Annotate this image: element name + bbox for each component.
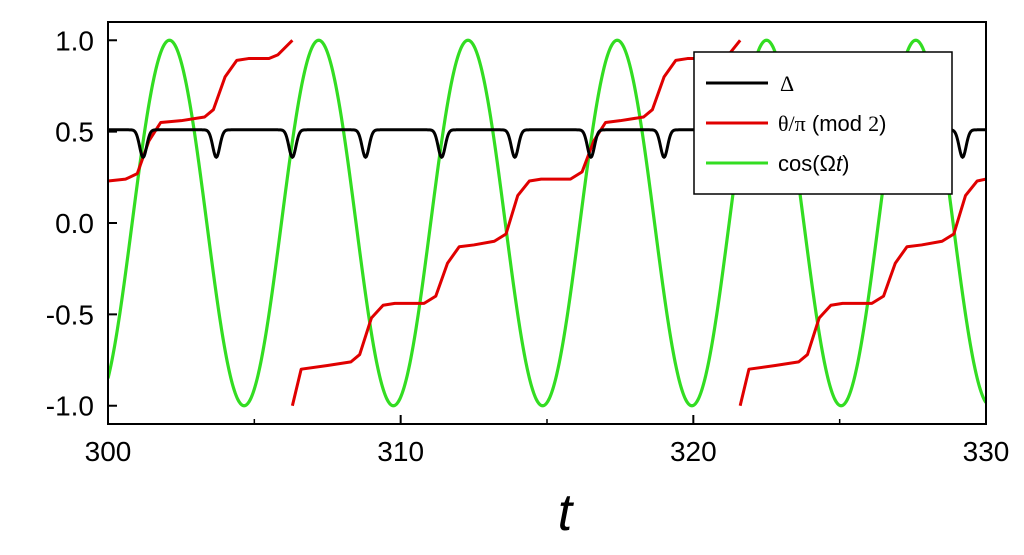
legend-item-theta: θ/π (mod 2) — [706, 111, 886, 136]
theta-segment — [290, 39, 742, 407]
x-axis-title: t — [558, 484, 575, 542]
cos-line — [108, 38, 986, 408]
legend-item-cos: cos(Ωt) — [706, 151, 849, 176]
x-tick-label: 330 — [963, 436, 1010, 467]
x-tick-label: 300 — [85, 436, 132, 467]
legend-item-delta: Δ — [706, 71, 794, 96]
y-tick-label: 0.5 — [55, 117, 94, 148]
x-tick-label: 310 — [377, 436, 424, 467]
legend-label-theta: θ/π (mod 2) — [778, 111, 886, 136]
theta-segment — [108, 39, 294, 183]
theta-segment — [738, 177, 986, 407]
plot-area — [108, 38, 986, 408]
legend-label-cos: cos(Ωt) — [778, 151, 849, 176]
legend-label-delta: Δ — [780, 71, 794, 96]
x-axis: 300 310 320 330 — [85, 415, 1010, 467]
legend: Δ θ/π (mod 2) cos(Ωt) — [693, 51, 953, 195]
y-tick-label: 0.0 — [55, 208, 94, 239]
series-theta-over-pi — [108, 39, 986, 407]
y-axis: 1.0 0.5 0.0 -0.5 -1.0 — [46, 25, 117, 422]
series-cos-omega-t — [108, 38, 986, 408]
y-tick-label: 1.0 — [55, 25, 94, 56]
y-tick-label: -0.5 — [46, 299, 94, 330]
x-tick-label: 320 — [670, 436, 717, 467]
y-tick-label: -1.0 — [46, 391, 94, 422]
